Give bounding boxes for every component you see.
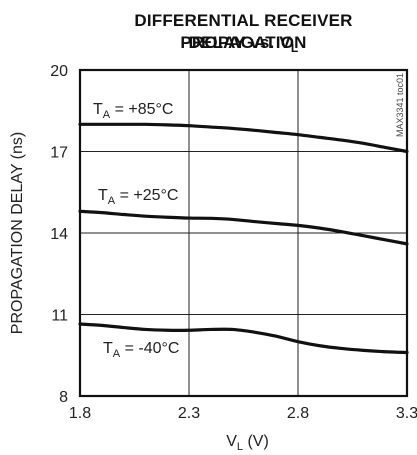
chart-title-line2: DELAY vs. VL — [70, 32, 417, 55]
series-label-3: TA = -40°C — [103, 340, 179, 360]
series-label-rest: = -40°C — [120, 340, 179, 357]
chart-title-line2-sub: L — [290, 41, 299, 55]
series-label-1: TA = +85°C — [93, 101, 173, 121]
series-label-main: T — [103, 340, 113, 357]
y-tick-label: 8 — [59, 389, 68, 406]
x-tick-label: 1.8 — [69, 405, 91, 422]
y-tick-label: 17 — [50, 145, 68, 162]
y-tick-label: 11 — [51, 308, 68, 325]
series-label-sub: A — [108, 195, 116, 207]
series-label-sub: A — [113, 348, 121, 360]
y-axis-label: PROPAGATION DELAY (ns) — [9, 132, 26, 334]
series-line-1 — [78, 122, 409, 154]
x-axis-label: VL (V) — [226, 433, 269, 453]
x-axis-label-sub: L — [237, 441, 243, 453]
series-label-main: T — [93, 101, 103, 118]
series-label-main: T — [98, 187, 108, 204]
x-tick-label: 3.3 — [396, 405, 417, 422]
plot-frame — [78, 68, 409, 398]
x-axis-label-main: V — [226, 433, 237, 450]
x-axis-label-rest: (V) — [243, 433, 269, 450]
y-tick-label: 20 — [50, 63, 68, 80]
series-label-sub: A — [103, 109, 111, 121]
series-label-rest: = +25°C — [115, 187, 178, 204]
series-label-2: TA = +25°C — [98, 187, 178, 207]
chart-title-line2-main: DELAY vs. V — [188, 33, 291, 52]
series-label-rest: = +85°C — [110, 101, 173, 118]
series-line-2 — [78, 209, 409, 246]
x-tick-label: 2.3 — [178, 405, 200, 422]
chart-title-line1: DIFFERENTIAL RECEIVER PROPAGATION — [134, 11, 353, 52]
x-tick-label: 2.8 — [287, 405, 309, 422]
series-line-3 — [78, 322, 409, 355]
watermark-text: MAX3341 toc01 — [395, 73, 405, 137]
y-tick-label: 14 — [50, 226, 68, 243]
